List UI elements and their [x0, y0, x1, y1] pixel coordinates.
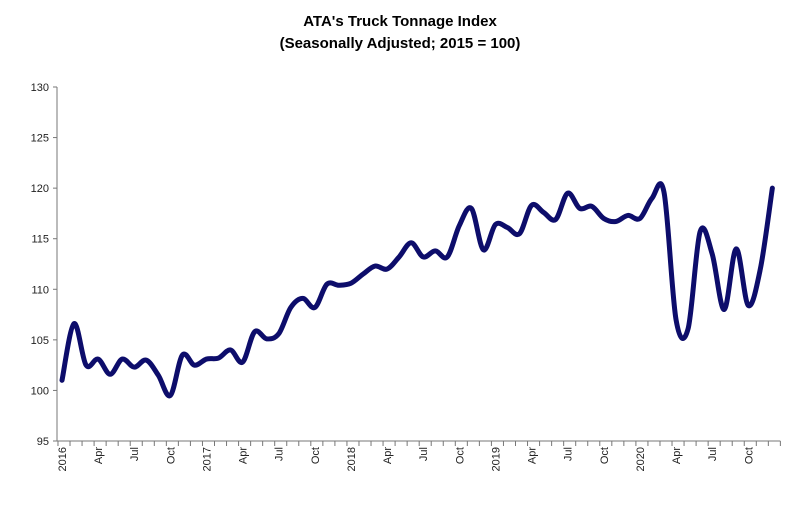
- y-tick-label: 125: [31, 133, 49, 145]
- x-tick-label: Oct: [310, 447, 322, 464]
- x-tick-label: Oct: [165, 447, 177, 464]
- x-tick-label: Jul: [563, 447, 575, 461]
- y-tick-label: 100: [31, 385, 49, 397]
- y-tick-label: 130: [31, 82, 49, 94]
- x-tick-label: Apr: [671, 447, 683, 464]
- x-tick-label: Jul: [418, 447, 430, 461]
- chart-subtitle: (Seasonally Adjusted; 2015 = 100): [280, 35, 521, 52]
- y-tick-label: 115: [31, 234, 49, 246]
- y-tick-label: 110: [31, 284, 49, 296]
- y-tick-label: 95: [37, 436, 49, 448]
- x-tick-label: Oct: [454, 447, 466, 464]
- x-tick-label: 2018: [346, 447, 358, 471]
- y-tick-label: 120: [31, 183, 49, 195]
- x-tick-label: Apr: [93, 447, 105, 464]
- x-tick-label: 2020: [635, 447, 647, 471]
- x-tick-label: Apr: [238, 447, 250, 464]
- x-tick-label: 2016: [57, 447, 69, 471]
- x-tick-label: Oct: [599, 447, 611, 464]
- y-tick-label: 105: [31, 335, 49, 347]
- chart-title: ATA's Truck Tonnage Index: [303, 13, 497, 30]
- x-tick-label: Oct: [743, 447, 755, 464]
- x-tick-label: Apr: [527, 447, 539, 464]
- series-line: [59, 181, 775, 399]
- x-tick-label: 2017: [201, 447, 213, 471]
- x-tick-label: Jul: [707, 447, 719, 461]
- x-tick-label: Jul: [274, 447, 286, 461]
- x-tick-label: Apr: [382, 447, 394, 464]
- x-tick-label: 2019: [490, 447, 502, 471]
- x-tick-label: Jul: [129, 447, 141, 461]
